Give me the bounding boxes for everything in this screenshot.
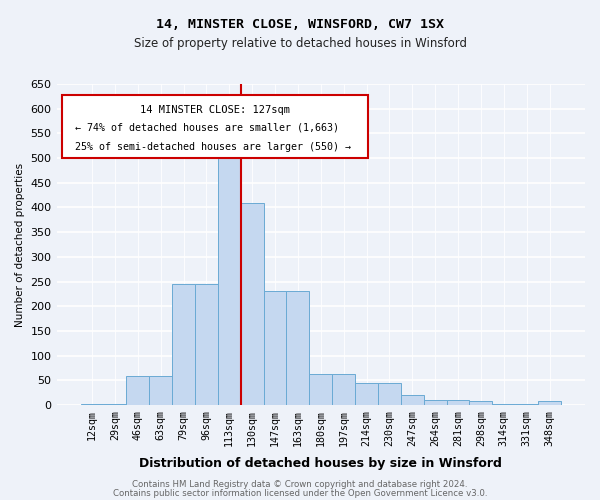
X-axis label: Distribution of detached houses by size in Winsford: Distribution of detached houses by size … (139, 457, 502, 470)
Bar (332, 374, 355, 405)
Bar (446, 400, 469, 405)
Text: 14, MINSTER CLOSE, WINSFORD, CW7 1SX: 14, MINSTER CLOSE, WINSFORD, CW7 1SX (156, 18, 444, 30)
Bar (172, 284, 195, 405)
Bar (310, 374, 332, 405)
Bar (241, 202, 263, 405)
FancyBboxPatch shape (62, 95, 368, 158)
Text: 14 MINSTER CLOSE: 127sqm: 14 MINSTER CLOSE: 127sqm (140, 105, 290, 115)
Bar (103, 404, 127, 405)
Text: ← 74% of detached houses are smaller (1,663): ← 74% of detached houses are smaller (1,… (75, 122, 339, 132)
Bar (469, 401, 493, 405)
Bar (286, 292, 310, 405)
Bar (538, 401, 561, 405)
Bar (263, 292, 286, 405)
Bar (127, 376, 149, 405)
Text: Contains HM Land Registry data © Crown copyright and database right 2024.: Contains HM Land Registry data © Crown c… (132, 480, 468, 489)
Bar (195, 284, 218, 405)
Text: Contains public sector information licensed under the Open Government Licence v3: Contains public sector information licen… (113, 489, 487, 498)
Bar (378, 383, 401, 405)
Bar (424, 400, 446, 405)
Bar (80, 404, 103, 405)
Bar (493, 404, 515, 405)
Y-axis label: Number of detached properties: Number of detached properties (15, 162, 25, 326)
Bar (401, 395, 424, 405)
Bar (515, 404, 538, 405)
Bar (355, 383, 378, 405)
Bar (218, 150, 241, 405)
Text: 25% of semi-detached houses are larger (550) →: 25% of semi-detached houses are larger (… (75, 142, 351, 152)
Bar (149, 376, 172, 405)
Text: Size of property relative to detached houses in Winsford: Size of property relative to detached ho… (133, 38, 467, 51)
